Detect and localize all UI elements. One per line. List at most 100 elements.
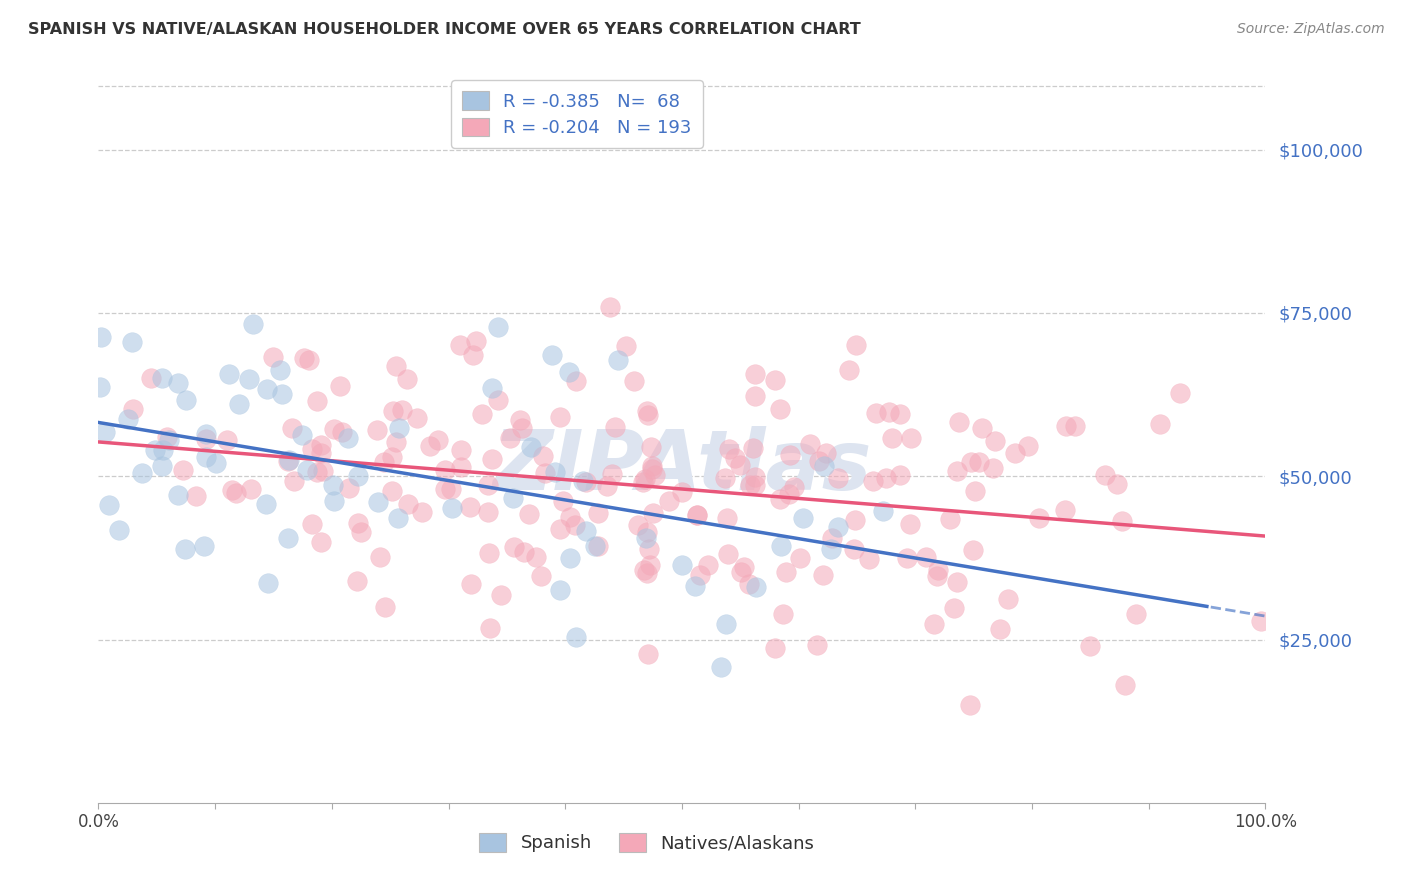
Point — [842, 542, 865, 557]
Point — [614, 339, 637, 353]
Point — [775, 565, 797, 579]
Point — [575, 475, 598, 490]
Point — [396, 372, 419, 386]
Point — [718, 442, 741, 457]
Point — [742, 441, 765, 455]
Point — [295, 463, 318, 477]
Point — [875, 471, 897, 485]
Point — [257, 576, 280, 591]
Point — [640, 440, 662, 454]
Point — [997, 591, 1019, 606]
Point — [524, 550, 547, 565]
Point — [820, 541, 842, 556]
Point — [838, 363, 860, 377]
Point — [193, 539, 215, 553]
Point — [509, 413, 531, 427]
Point — [464, 334, 486, 348]
Point — [641, 458, 664, 473]
Point — [121, 334, 143, 349]
Point — [637, 409, 659, 423]
Point — [1094, 468, 1116, 483]
Point — [641, 461, 664, 475]
Point — [658, 494, 681, 508]
Point — [256, 382, 278, 396]
Point — [641, 506, 664, 520]
Point — [799, 437, 821, 451]
Point — [489, 588, 512, 602]
Point — [898, 516, 921, 531]
Point — [156, 430, 179, 444]
Point — [827, 520, 849, 534]
Point — [607, 353, 630, 368]
Point — [1149, 417, 1171, 432]
Point — [309, 535, 332, 549]
Point — [292, 351, 315, 365]
Point — [122, 401, 145, 416]
Point — [531, 449, 554, 463]
Point — [218, 367, 240, 381]
Point — [305, 393, 328, 408]
Point — [942, 601, 965, 615]
Point — [280, 421, 302, 435]
Point — [710, 659, 733, 673]
Point — [150, 371, 173, 385]
Point — [277, 531, 299, 545]
Point — [262, 350, 284, 364]
Point — [844, 513, 866, 527]
Point — [960, 455, 983, 469]
Point — [633, 472, 655, 486]
Point — [204, 456, 226, 470]
Point — [768, 402, 790, 417]
Point — [550, 409, 572, 424]
Point — [238, 372, 260, 386]
Point — [565, 374, 588, 388]
Point — [512, 421, 534, 435]
Text: Source: ZipAtlas.com: Source: ZipAtlas.com — [1237, 22, 1385, 37]
Point — [900, 431, 922, 445]
Point — [553, 493, 575, 508]
Point — [744, 389, 766, 403]
Point — [1107, 477, 1129, 491]
Point — [586, 539, 609, 553]
Point — [385, 359, 408, 373]
Point — [381, 450, 404, 464]
Point — [486, 320, 509, 334]
Point — [565, 631, 588, 645]
Point — [924, 617, 946, 632]
Point — [382, 404, 405, 418]
Point — [927, 563, 949, 577]
Point — [603, 419, 626, 434]
Point — [381, 483, 404, 498]
Point — [543, 465, 565, 479]
Point — [872, 504, 894, 518]
Point — [915, 550, 938, 565]
Point — [564, 518, 586, 533]
Point — [450, 337, 472, 351]
Point — [221, 483, 243, 498]
Point — [194, 427, 217, 442]
Point — [152, 443, 174, 458]
Point — [471, 407, 494, 421]
Point — [131, 466, 153, 480]
Point — [277, 454, 299, 468]
Point — [540, 348, 562, 362]
Point — [460, 577, 482, 591]
Point — [433, 482, 456, 496]
Point — [166, 488, 188, 502]
Point — [697, 558, 720, 572]
Point — [560, 551, 582, 566]
Point — [723, 450, 745, 465]
Point — [714, 616, 737, 631]
Point — [277, 453, 299, 467]
Point — [990, 622, 1012, 636]
Point — [770, 539, 793, 553]
Point — [821, 531, 844, 545]
Point — [368, 550, 391, 565]
Point — [367, 494, 389, 508]
Point — [330, 425, 353, 439]
Point — [636, 566, 658, 581]
Point — [477, 478, 499, 492]
Point — [558, 366, 581, 380]
Point — [586, 506, 609, 520]
Point — [744, 477, 766, 491]
